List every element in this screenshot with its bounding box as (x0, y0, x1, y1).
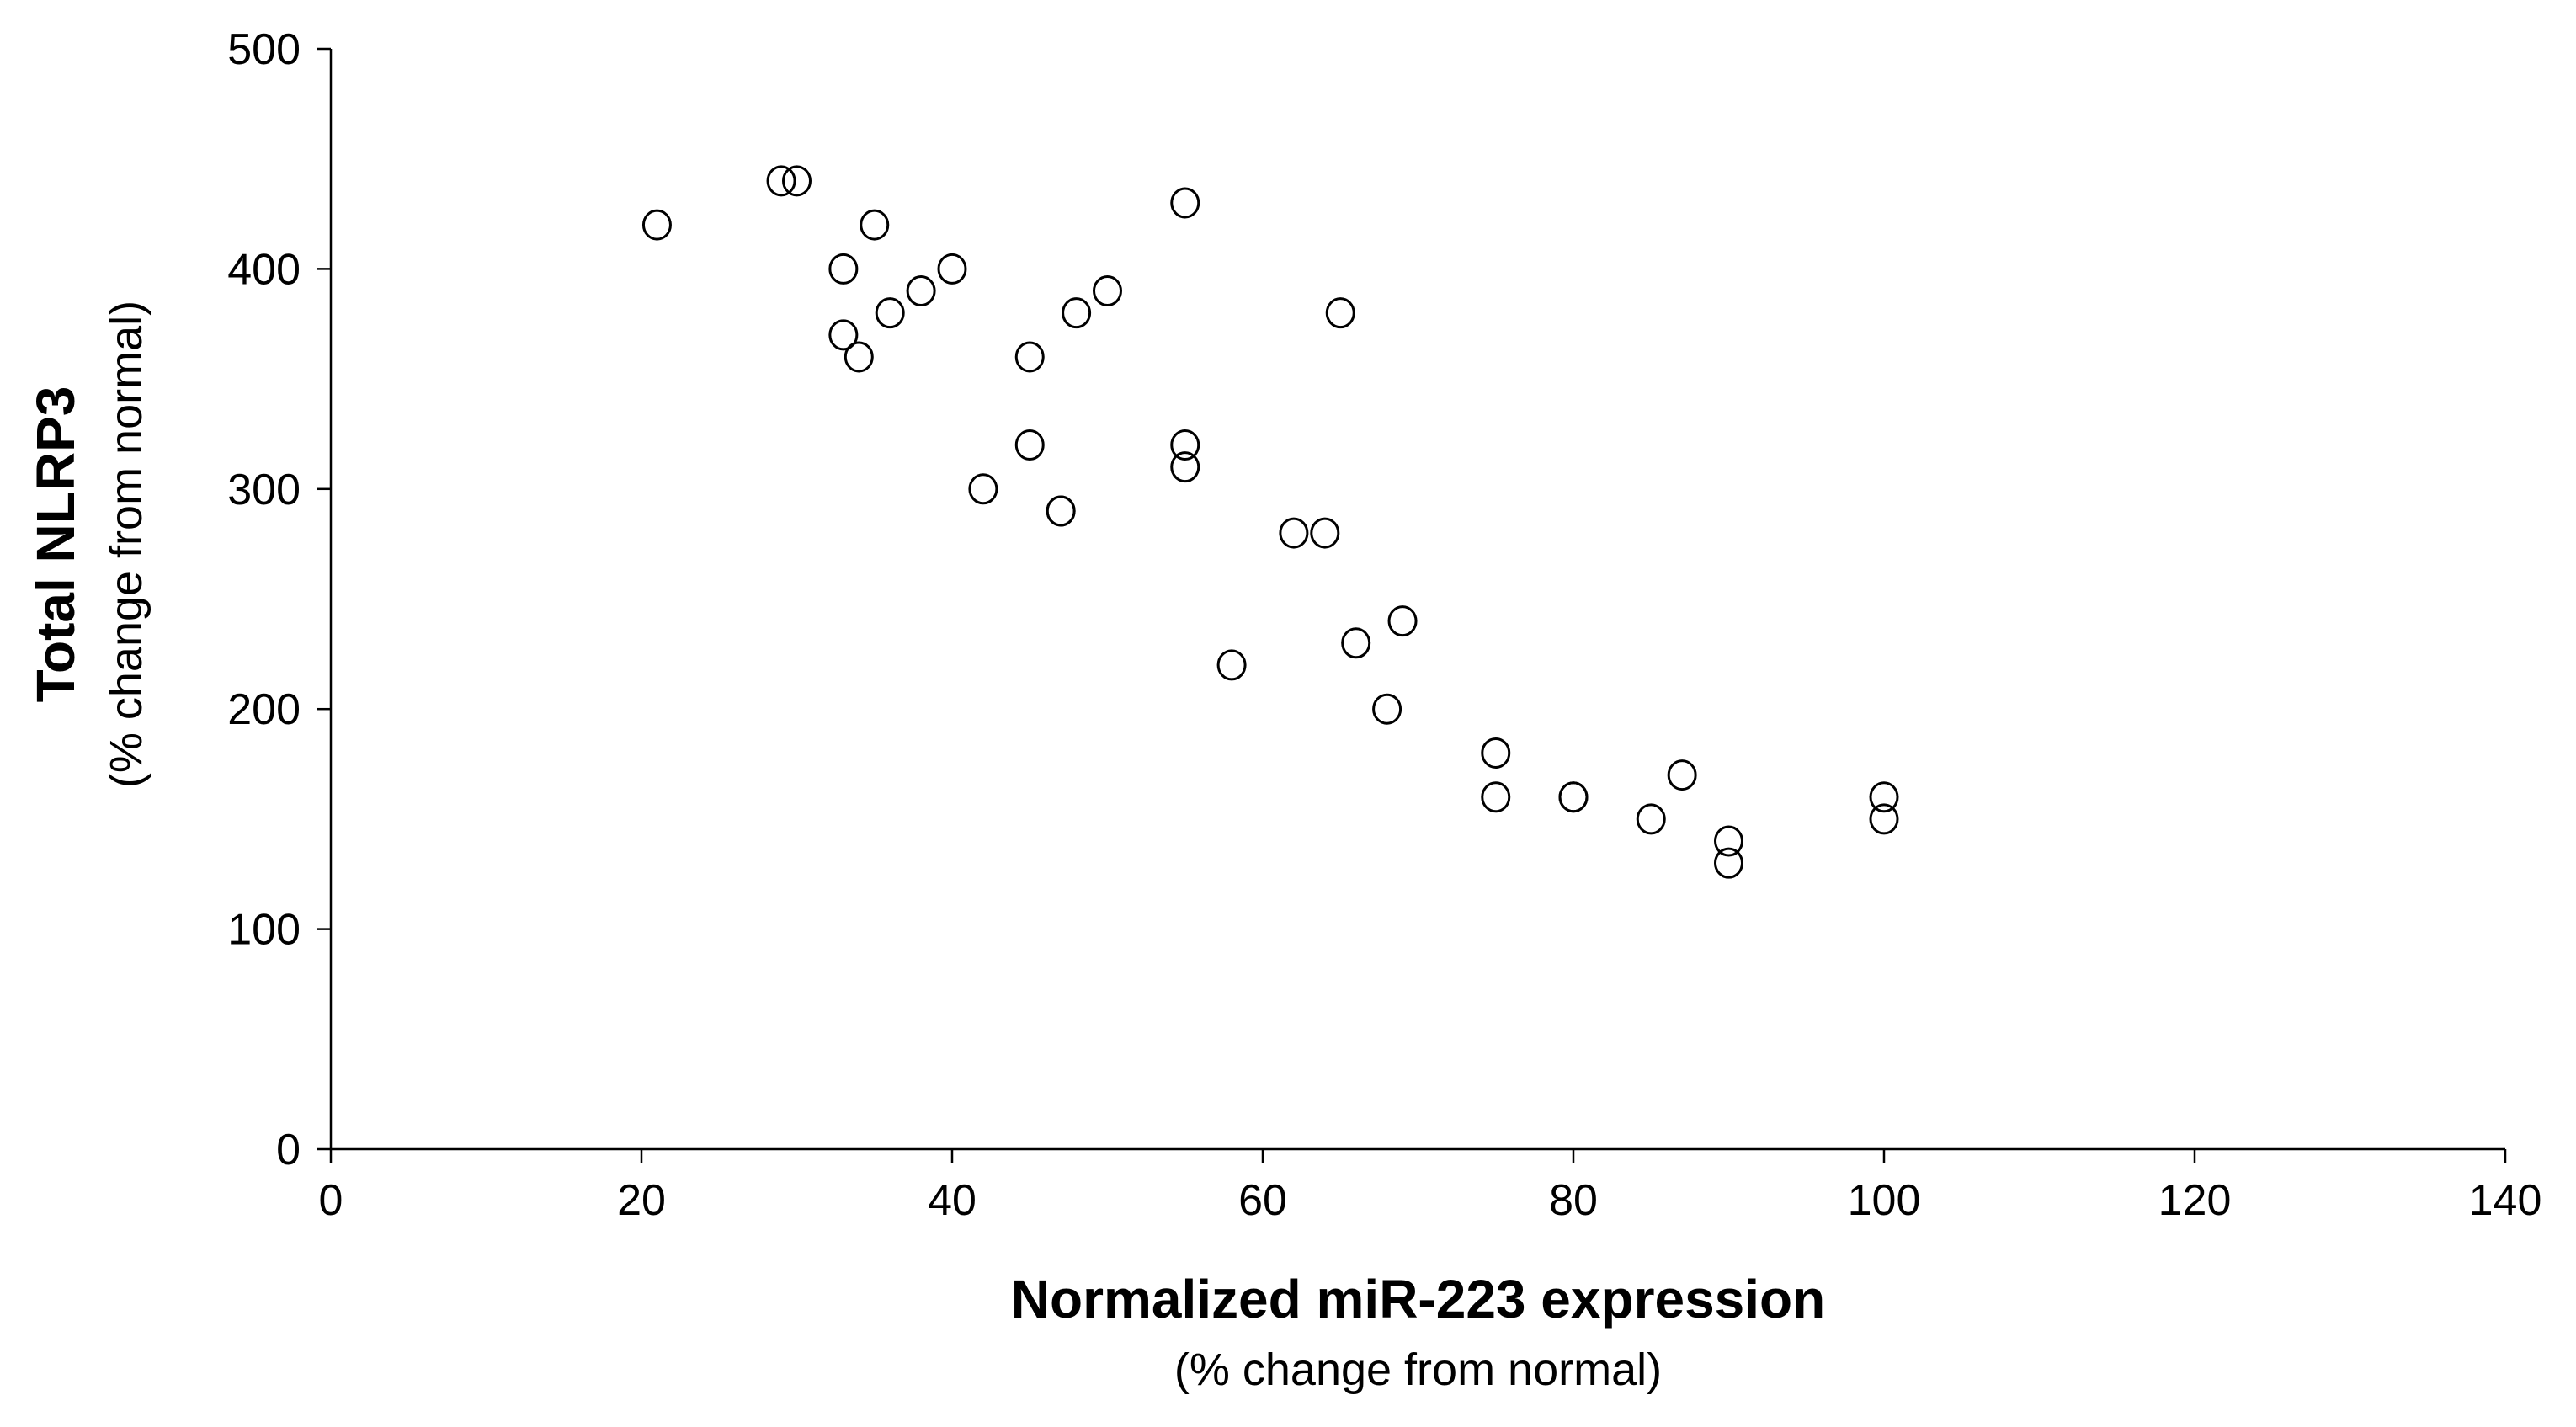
data-point (1046, 495, 1076, 527)
data-point (844, 341, 874, 373)
data-point (1387, 605, 1418, 637)
data-point (1279, 517, 1309, 549)
x-axis-subtitle: (% change from normal) (1174, 1344, 1662, 1395)
data-point (906, 275, 936, 307)
data-point (1093, 275, 1122, 307)
x-tick-label: 140 (2469, 1176, 2542, 1225)
data-point (828, 319, 859, 351)
data-point (1325, 297, 1355, 329)
x-tick-label: 60 (1238, 1176, 1287, 1225)
data-point (860, 209, 890, 241)
data-point (1170, 187, 1200, 219)
y-tick-label: 200 (227, 685, 301, 734)
y-axis-title: Total NLRP3 (25, 386, 86, 703)
data-point (1714, 825, 1743, 857)
data-point (1714, 847, 1743, 879)
data-point (1372, 693, 1402, 725)
x-tick-label: 100 (1848, 1176, 1921, 1225)
data-point (1170, 429, 1200, 461)
y-axis-subtitle: (% change from normal) (101, 301, 152, 788)
data-point (1481, 781, 1511, 813)
data-point (1062, 297, 1092, 329)
data-point (1558, 781, 1589, 813)
x-axis-title: Normalized miR-223 expression (1011, 1269, 1825, 1329)
data-point (937, 253, 967, 285)
y-tick-label: 0 (276, 1126, 301, 1174)
data-point (1014, 429, 1045, 461)
data-point (1014, 341, 1045, 373)
data-point (641, 209, 672, 241)
y-tick-label: 500 (227, 25, 301, 74)
data-point (782, 165, 812, 197)
data-point (1481, 737, 1511, 769)
x-tick-label: 20 (617, 1176, 666, 1225)
y-tick-label: 400 (227, 245, 301, 294)
data-point (1869, 781, 1899, 813)
y-axis-ticks: 0 100 200 300 400 500 (227, 25, 331, 1174)
data-points (641, 165, 1899, 879)
data-point (766, 165, 796, 197)
data-point (1216, 649, 1247, 681)
y-tick-label: 100 (227, 906, 301, 955)
data-point (1310, 517, 1340, 549)
data-point (1341, 627, 1371, 659)
data-point (1667, 759, 1697, 791)
x-tick-label: 40 (928, 1176, 977, 1225)
data-point (968, 473, 998, 505)
x-axis-ticks: 0 20 40 60 80 100 120 140 (319, 1149, 2542, 1225)
x-tick-label: 120 (2158, 1176, 2232, 1225)
data-point (828, 253, 859, 285)
data-point (875, 297, 905, 329)
data-point (1636, 803, 1666, 835)
data-point (1170, 451, 1200, 483)
y-tick-label: 300 (227, 466, 301, 514)
x-tick-label: 0 (319, 1176, 343, 1225)
data-point (1869, 803, 1899, 835)
x-tick-label: 80 (1549, 1176, 1598, 1225)
